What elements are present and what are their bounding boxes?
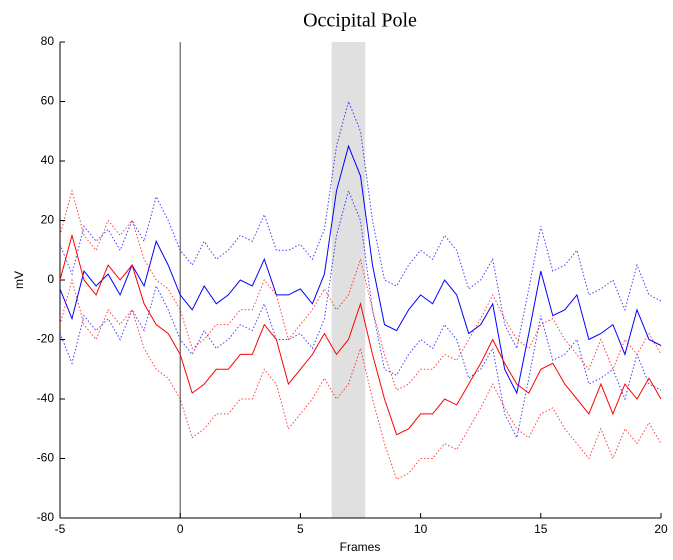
x-tick-label: 20 [654, 522, 668, 536]
x-tick-label: 0 [177, 522, 184, 536]
x-tick-label: 15 [534, 522, 548, 536]
y-axis-label: mV [12, 271, 26, 289]
chart-title: Occipital Pole [303, 10, 417, 32]
y-tick-label: 80 [41, 34, 55, 48]
bound-line [59, 99, 662, 350]
shaded-region [331, 42, 366, 518]
y-tick-label: 0 [47, 272, 54, 286]
x-tick-label: 5 [297, 522, 304, 536]
x-tick-label: -5 [55, 522, 66, 536]
mean-line [59, 144, 662, 395]
y-tick-label: 40 [41, 153, 55, 167]
y-tick-label: -60 [37, 451, 55, 465]
x-tick-label: 10 [414, 522, 428, 536]
x-axis-label: Frames [340, 540, 381, 554]
bound-line [59, 189, 662, 440]
y-tick-label: 60 [41, 94, 55, 108]
y-tick-label: 20 [41, 213, 55, 227]
y-tick-label: -80 [37, 510, 55, 524]
y-tick-label: -40 [37, 391, 55, 405]
y-tick-label: -20 [37, 332, 55, 346]
mean-line [59, 233, 662, 436]
